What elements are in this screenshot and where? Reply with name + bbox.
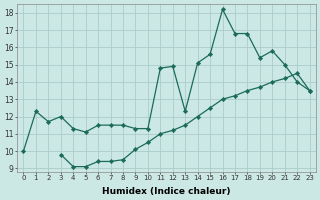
X-axis label: Humidex (Indice chaleur): Humidex (Indice chaleur) (102, 187, 231, 196)
